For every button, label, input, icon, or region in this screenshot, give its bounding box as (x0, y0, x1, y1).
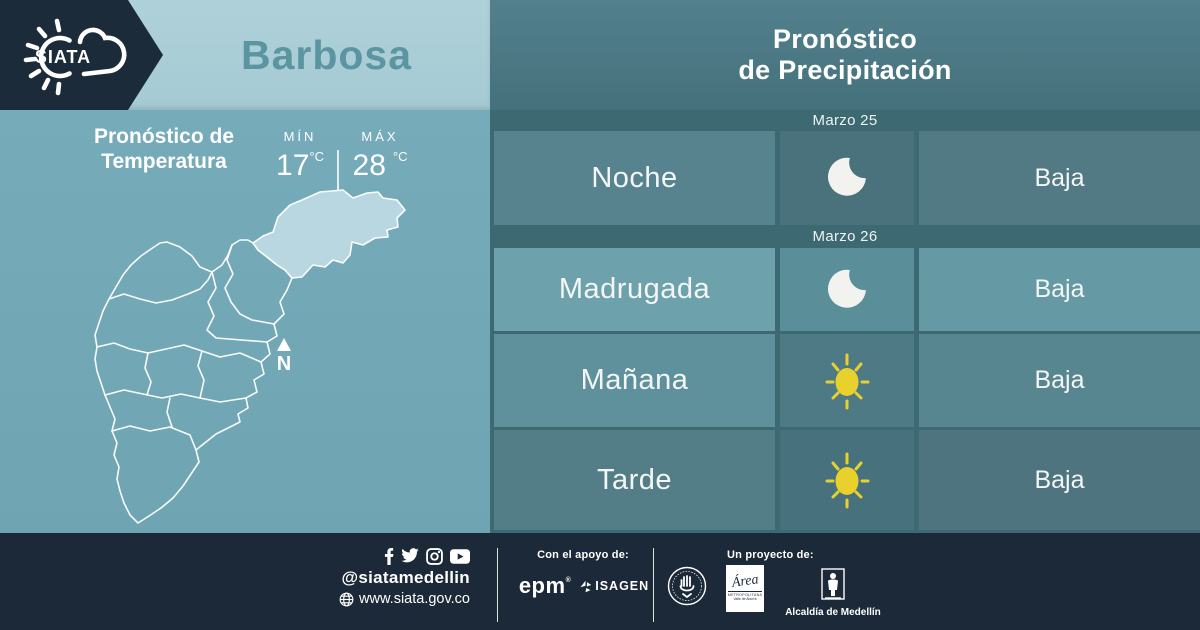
moon-icon (828, 269, 866, 308)
area-logo-script: Área (730, 572, 760, 592)
precipitation-value: Baja (919, 131, 1200, 225)
min-label: MÍN (283, 129, 317, 144)
globe-icon (339, 592, 354, 606)
min-max-divider (337, 150, 339, 190)
circular-seal-logo (667, 566, 707, 606)
weather-icon-cell (780, 131, 914, 225)
sun-icon (825, 452, 870, 509)
alcaldia-emblem-icon (821, 568, 845, 600)
municipality-map: N (94, 189, 406, 524)
period-label: Mañana (494, 334, 775, 427)
twitter-icon[interactable] (401, 548, 419, 564)
epm-registered-mark: ® (565, 577, 572, 584)
max-value: 28 °C (342, 149, 418, 183)
footer: @siatamedellin www.siata.gov.co Con el a… (0, 533, 1200, 630)
forecast-title: Pronóstico de Precipitación (490, 0, 1200, 110)
map-internal-border-1 (108, 271, 213, 304)
sun-cloud-icon (23, 18, 127, 96)
date-band: Marzo 26 (812, 228, 878, 245)
temperature-max: MÁX 28 °C (342, 129, 418, 183)
area-logo-line2: METROPOLITANA (727, 591, 763, 597)
map-internal-border-8 (166, 397, 173, 428)
precipitation-panel: Marzo 25 Noche Baja Marzo 26 Madrugada B… (490, 110, 1200, 533)
map-internal-border-9 (111, 425, 197, 451)
max-number: 28 (352, 149, 386, 182)
forecast-title-line2: de Precipitación (738, 55, 952, 85)
alcaldia-logo: Alcaldía de Medellín (783, 568, 883, 618)
project-label: Un proyecto de: (727, 549, 814, 561)
map-internal-border-2 (224, 244, 275, 325)
precipitation-value: Baja (919, 248, 1200, 331)
sun-icon (825, 353, 870, 409)
social-block: @siatamedellin www.siata.gov.co (320, 547, 470, 607)
logo-arrow-shape (0, 0, 163, 110)
period-label: Noche (494, 131, 775, 225)
epm-text: epm (518, 573, 566, 598)
min-value: 17°C (268, 149, 332, 183)
temperature-title-line2: Temperatura (101, 150, 227, 173)
map-internal-border-6 (144, 352, 152, 396)
precipitation-value: Baja (919, 334, 1200, 427)
instagram-icon[interactable] (426, 547, 443, 565)
moon-icon (828, 157, 866, 196)
website-link[interactable]: www.siata.gov.co (320, 591, 470, 607)
map-outer-boundary (94, 239, 293, 524)
social-handle[interactable]: @siatamedellin (341, 568, 470, 587)
weather-icon-cell (780, 334, 914, 427)
website-url: www.siata.gov.co (359, 591, 470, 607)
temperature-min: MÍN 17°C (268, 129, 332, 183)
footer-divider (653, 548, 654, 622)
alcaldia-label: Alcaldía de Medellín (785, 607, 881, 618)
social-icons (320, 547, 470, 565)
isagen-text: ISAGEN (595, 579, 650, 593)
precipitation-value: Baja (919, 430, 1200, 530)
logo-text: SIATA (35, 47, 91, 67)
map-internal-border-4 (96, 342, 262, 363)
epm-logo: epm® (519, 573, 571, 599)
forecast-row: Noche Baja (494, 131, 1200, 225)
forecast-row: Tarde Baja (494, 430, 1200, 530)
page-title: Barbosa (240, 31, 413, 78)
min-number: 17 (276, 149, 310, 182)
footer-divider (497, 548, 498, 622)
forecast-row: Madrugada Baja (494, 248, 1200, 331)
isagen-pinwheel-icon (580, 580, 592, 592)
max-unit: °C (392, 149, 408, 164)
area-logo-line3: Valle de Aburrá (733, 597, 757, 602)
isagen-logo: ISAGEN (579, 579, 649, 594)
support-label: Con el apoyo de: (537, 549, 629, 561)
forecast-row: Mañana Baja (494, 334, 1200, 427)
min-unit: °C (309, 149, 324, 164)
north-label: N (277, 353, 291, 375)
forecast-title-line1: Pronóstico (772, 24, 917, 54)
siata-logo: SIATA (0, 0, 163, 110)
map-internal-border-5 (104, 389, 247, 403)
weather-icon-cell (780, 248, 914, 331)
north-arrow-icon: N (277, 338, 291, 375)
temperature-title: Pronóstico de Temperatura (58, 124, 270, 174)
max-label: MÁX (361, 129, 399, 144)
map-internal-border-3 (206, 271, 268, 343)
map-barbosa-shape (252, 189, 406, 279)
support-logos: epm® ISAGEN (518, 573, 650, 599)
youtube-icon[interactable] (450, 548, 470, 564)
weather-icon-cell (780, 430, 914, 530)
temperature-panel: Pronóstico de Temperatura MÍN 17°C MÁX 2… (0, 110, 490, 533)
facebook-icon[interactable] (384, 547, 394, 565)
temperature-title-line1: Pronóstico de (93, 125, 235, 148)
period-label: Madrugada (494, 248, 775, 331)
area-metropolitana-logo: Área METROPOLITANA Valle de Aburrá (726, 565, 764, 612)
date-band: Marzo 25 (812, 112, 878, 129)
period-label: Tarde (494, 430, 775, 530)
map-internal-border-7 (197, 350, 205, 399)
